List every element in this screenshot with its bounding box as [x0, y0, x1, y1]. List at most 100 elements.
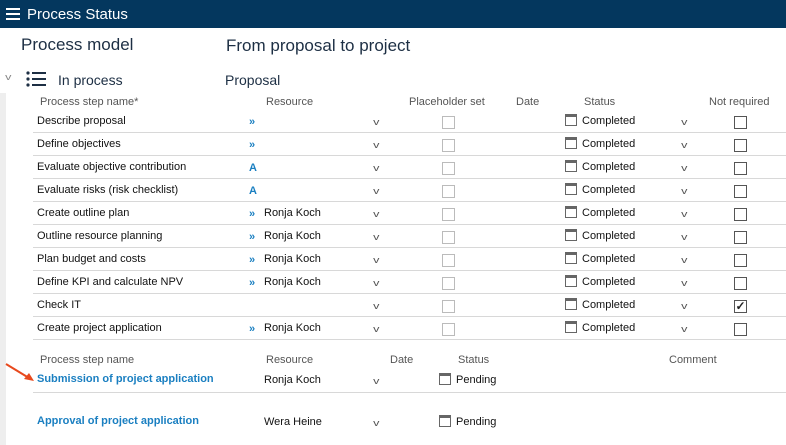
- resource-dropdown-chevron-icon[interactable]: v: [373, 376, 380, 386]
- placeholder-checkbox[interactable]: [442, 323, 455, 336]
- status-dropdown-chevron-icon[interactable]: v: [681, 140, 688, 150]
- resource-dropdown-chevron-icon[interactable]: v: [373, 324, 380, 334]
- resource-dropdown-chevron-icon[interactable]: v: [373, 232, 380, 242]
- calendar-icon[interactable]: [565, 137, 577, 149]
- calendar-icon[interactable]: [565, 252, 577, 264]
- status-dropdown-chevron-icon[interactable]: v: [681, 278, 688, 288]
- not-required-checkbox[interactable]: [734, 139, 747, 152]
- status-value[interactable]: Completed: [582, 138, 636, 150]
- not-required-checkbox[interactable]: [734, 323, 747, 336]
- step-name[interactable]: Define KPI and calculate NPV: [37, 276, 184, 288]
- status-value[interactable]: Completed: [582, 299, 636, 311]
- resource-value[interactable]: Ronja Koch: [264, 276, 321, 288]
- resource-value[interactable]: Ronja Koch: [264, 230, 321, 242]
- status-value[interactable]: Completed: [582, 207, 636, 219]
- placeholder-checkbox[interactable]: [442, 300, 455, 313]
- resource-dropdown-chevron-icon[interactable]: v: [373, 117, 380, 127]
- step-name[interactable]: Create project application: [37, 322, 162, 334]
- placeholder-checkbox[interactable]: [442, 162, 455, 175]
- placeholder-checkbox[interactable]: [442, 139, 455, 152]
- col-header-placeholder: Placeholder set: [409, 96, 485, 108]
- not-required-checkbox[interactable]: [734, 208, 747, 221]
- milestone-name-link[interactable]: Approval of project application: [37, 415, 199, 427]
- status-dropdown-chevron-icon[interactable]: v: [681, 117, 688, 127]
- step-name[interactable]: Plan budget and costs: [37, 253, 146, 265]
- calendar-icon[interactable]: [565, 321, 577, 333]
- step-name[interactable]: Describe proposal: [37, 115, 126, 127]
- calendar-icon[interactable]: [565, 298, 577, 310]
- not-required-checkbox[interactable]: [734, 231, 747, 244]
- collapse-chevron-icon[interactable]: v: [5, 72, 12, 82]
- calendar-icon[interactable]: [565, 206, 577, 218]
- table-row: Define objectives » v Completed v: [33, 133, 786, 156]
- status-value[interactable]: Pending: [456, 416, 497, 428]
- step-name[interactable]: Evaluate risks (risk checklist): [37, 184, 179, 196]
- placeholder-checkbox[interactable]: [442, 277, 455, 290]
- not-required-checkbox[interactable]: [734, 277, 747, 290]
- process-model-name: From proposal to project: [226, 36, 411, 55]
- status-dropdown-chevron-icon[interactable]: v: [681, 209, 688, 219]
- resource-dropdown-chevron-icon[interactable]: v: [373, 278, 380, 288]
- resource-dropdown-chevron-icon[interactable]: v: [373, 140, 380, 150]
- row-divider: [33, 247, 786, 248]
- calendar-icon[interactable]: [439, 373, 451, 385]
- resource-type-icon: A: [249, 185, 257, 197]
- table-row: Create project application » Ronja Koch …: [33, 317, 786, 340]
- col-header-name: Process step name*: [40, 96, 139, 108]
- resource-dropdown-chevron-icon[interactable]: v: [373, 209, 380, 219]
- resource-dropdown-chevron-icon[interactable]: v: [373, 186, 380, 196]
- status-value[interactable]: Pending: [456, 374, 497, 386]
- placeholder-checkbox[interactable]: [442, 116, 455, 129]
- status-dropdown-chevron-icon[interactable]: v: [681, 324, 688, 334]
- resource-value[interactable]: Ronja Koch: [264, 207, 321, 219]
- placeholder-checkbox[interactable]: [442, 208, 455, 221]
- status-value[interactable]: Completed: [582, 161, 636, 173]
- calendar-icon[interactable]: [565, 275, 577, 287]
- status-value[interactable]: Completed: [582, 230, 636, 242]
- not-required-checkbox[interactable]: [734, 254, 747, 267]
- placeholder-checkbox[interactable]: [442, 231, 455, 244]
- placeholder-checkbox[interactable]: [442, 254, 455, 267]
- not-required-checkbox[interactable]: [734, 185, 747, 198]
- resource-type-icon: »: [249, 323, 256, 335]
- resource-value[interactable]: Ronja Koch: [264, 374, 321, 386]
- status-dropdown-chevron-icon[interactable]: v: [681, 301, 688, 311]
- resource-dropdown-chevron-icon[interactable]: v: [373, 163, 380, 173]
- status-value[interactable]: Completed: [582, 322, 636, 334]
- calendar-icon[interactable]: [439, 415, 451, 427]
- not-required-checkbox[interactable]: [734, 162, 747, 175]
- not-required-checkbox[interactable]: ✓: [734, 299, 747, 313]
- resource-dropdown-chevron-icon[interactable]: v: [373, 301, 380, 311]
- calendar-icon[interactable]: [565, 229, 577, 241]
- calendar-icon[interactable]: [565, 183, 577, 195]
- resource-dropdown-chevron-icon[interactable]: v: [373, 255, 380, 265]
- resource-value[interactable]: Ronja Koch: [264, 253, 321, 265]
- step-name[interactable]: Evaluate objective contribution: [37, 161, 187, 173]
- resource-dropdown-chevron-icon[interactable]: v: [373, 418, 380, 428]
- process-model-label: Process model: [21, 35, 134, 54]
- status-dropdown-chevron-icon[interactable]: v: [681, 232, 688, 242]
- status-value[interactable]: Completed: [582, 276, 636, 288]
- status-group-label: In process: [58, 72, 123, 88]
- placeholder-checkbox[interactable]: [442, 185, 455, 198]
- calendar-icon[interactable]: [565, 114, 577, 126]
- not-required-checkbox[interactable]: [734, 116, 747, 129]
- table-row: Check IT v Completed v ✓: [33, 294, 786, 317]
- resource-value[interactable]: Ronja Koch: [264, 322, 321, 334]
- milestone-name-link[interactable]: Submission of project application: [37, 373, 214, 385]
- step-name[interactable]: Outline resource planning: [37, 230, 163, 242]
- status-dropdown-chevron-icon[interactable]: v: [681, 255, 688, 265]
- status-value[interactable]: Completed: [582, 253, 636, 265]
- status-dropdown-chevron-icon[interactable]: v: [681, 163, 688, 173]
- status-value[interactable]: Completed: [582, 184, 636, 196]
- table-row: Define KPI and calculate NPV » Ronja Koc…: [33, 271, 786, 294]
- resource-value[interactable]: Wera Heine: [264, 416, 322, 428]
- step-name[interactable]: Check IT: [37, 299, 82, 311]
- row-divider: [33, 316, 786, 317]
- step-name[interactable]: Define objectives: [37, 138, 121, 150]
- status-dropdown-chevron-icon[interactable]: v: [681, 186, 688, 196]
- hamburger-icon[interactable]: [6, 8, 20, 20]
- status-value[interactable]: Completed: [582, 115, 636, 127]
- step-name[interactable]: Create outline plan: [37, 207, 130, 219]
- calendar-icon[interactable]: [565, 160, 577, 172]
